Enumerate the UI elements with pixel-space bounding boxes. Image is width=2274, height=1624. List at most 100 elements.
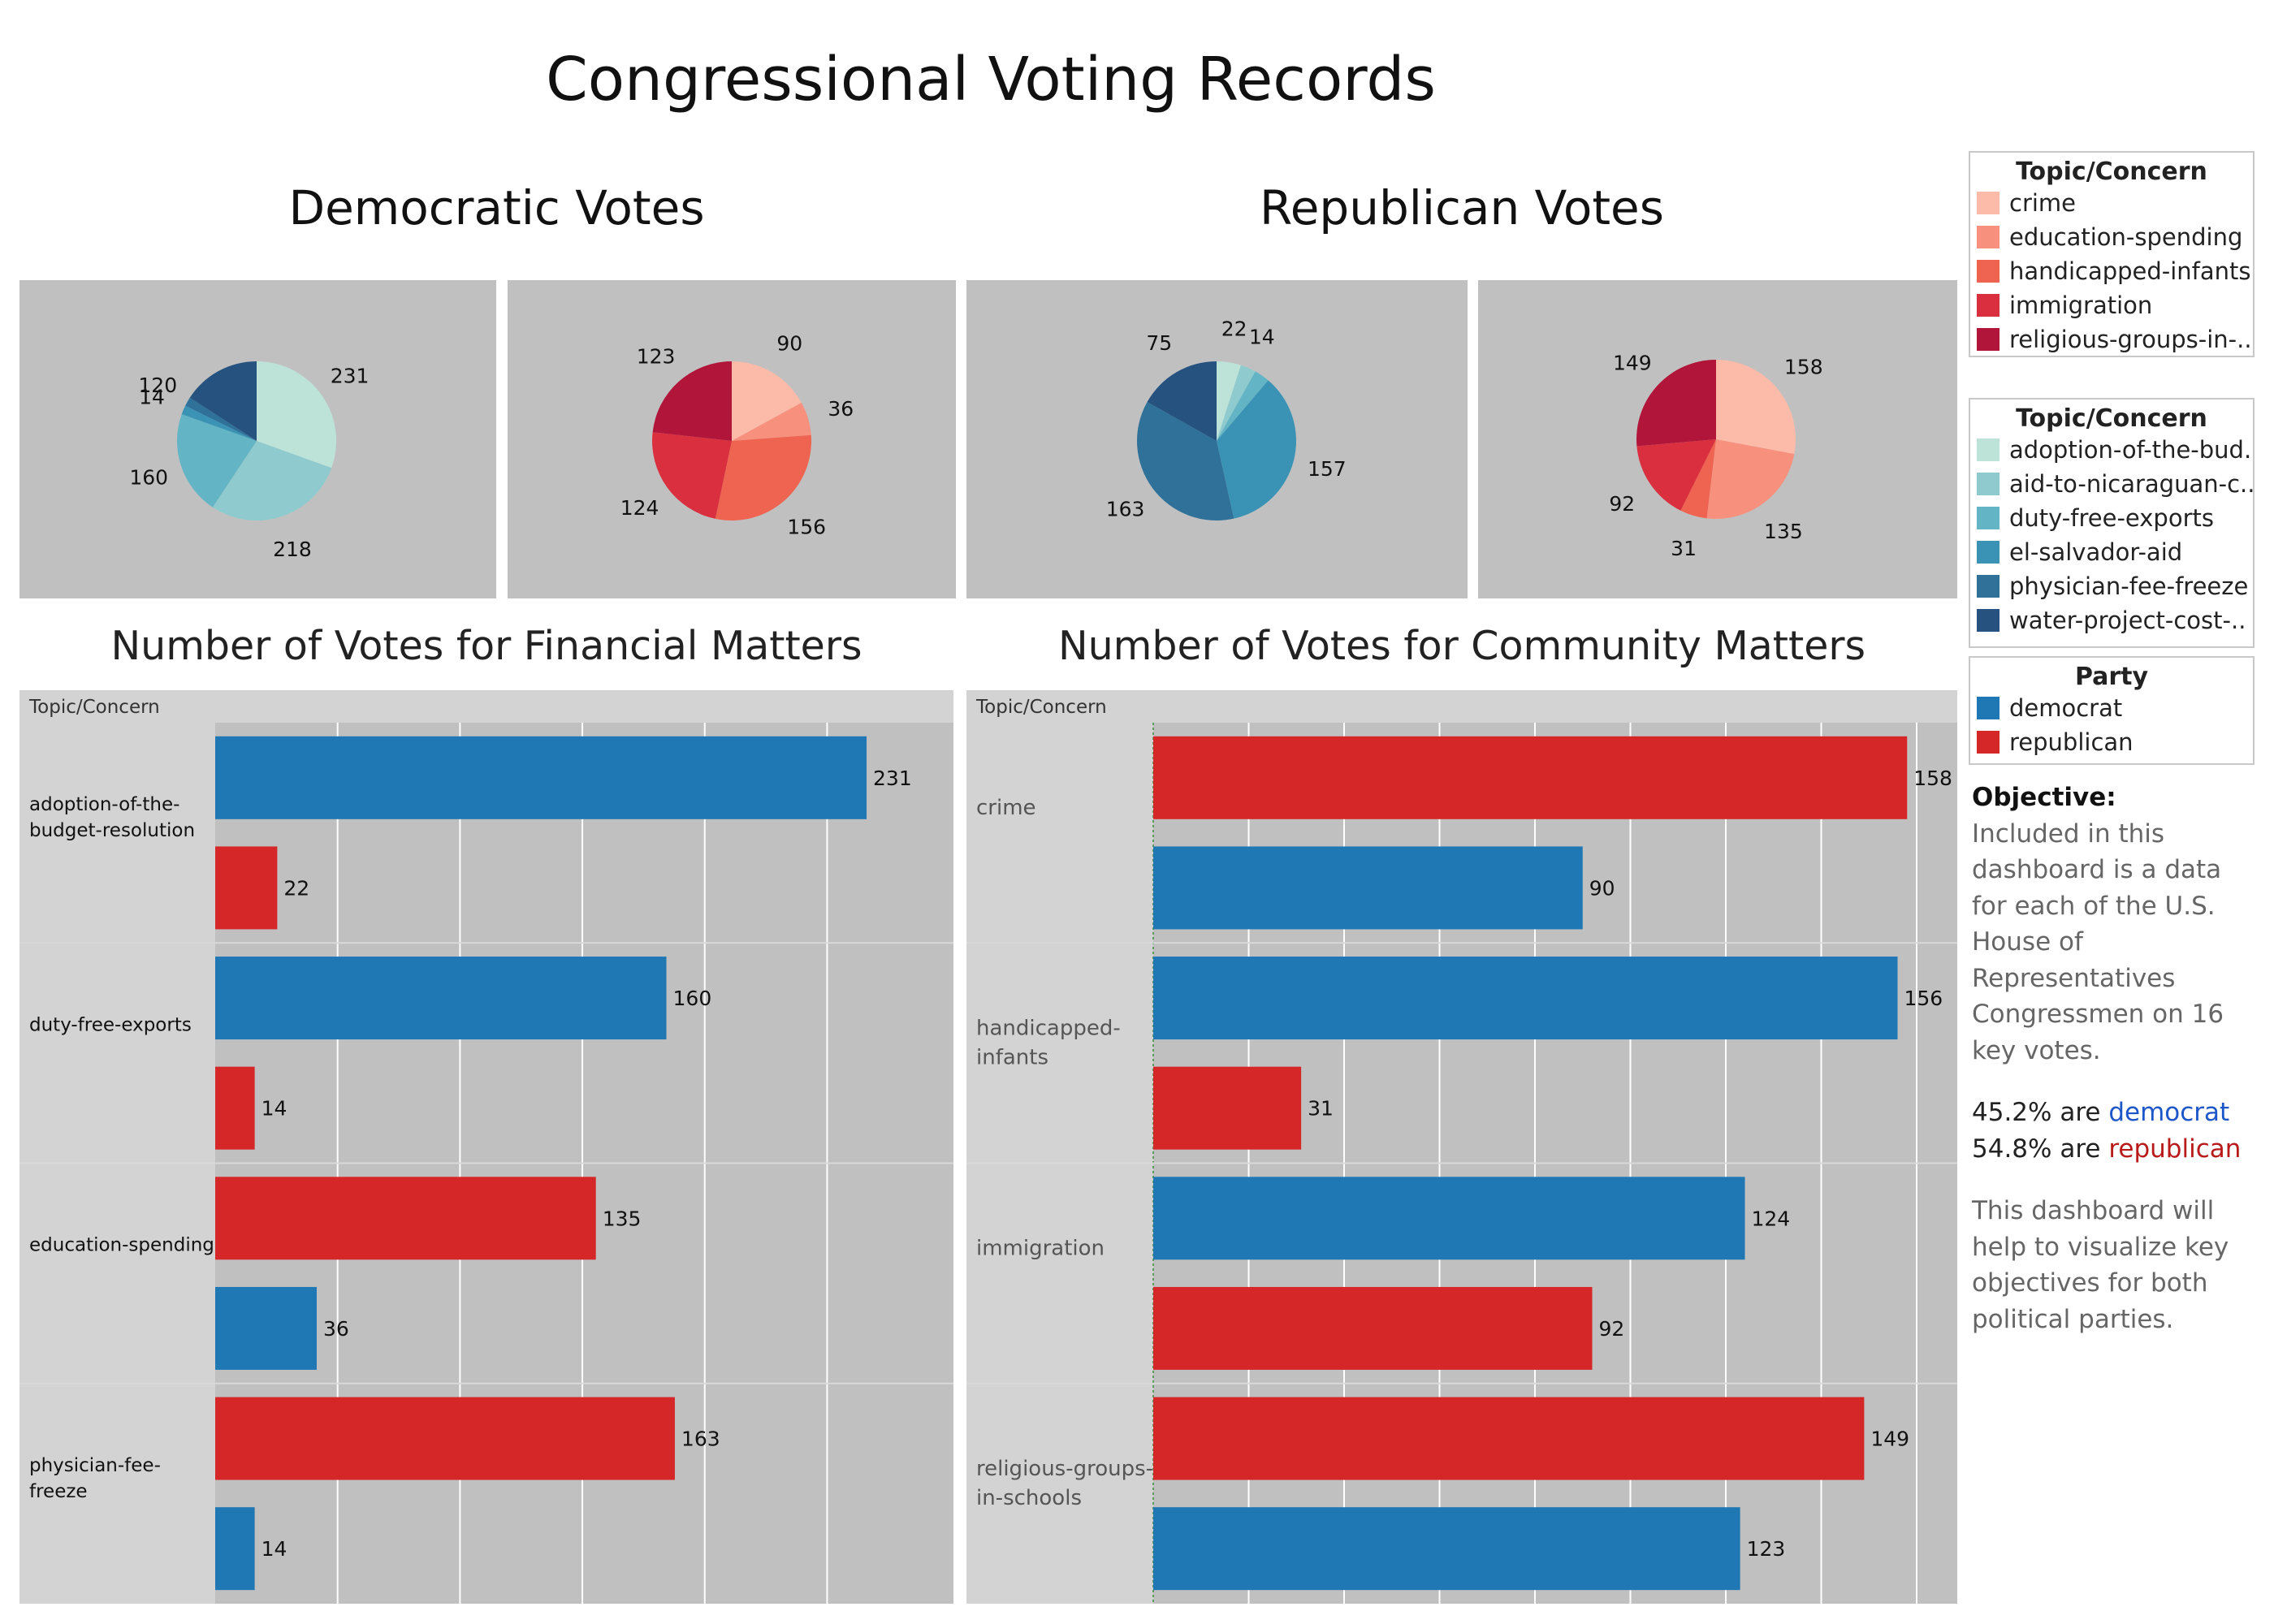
pie-slice-el-salvador-aid[interactable] <box>1217 380 1296 519</box>
legend-swatch <box>1977 541 1999 564</box>
pie-slice-religious-groups-in-schools[interactable] <box>652 361 732 441</box>
legend-item-immigration[interactable]: immigration <box>1977 288 2253 322</box>
legend-item-el-salvador-aid[interactable]: el-salvador-aid <box>1977 535 2253 569</box>
category-label: budget-resolution <box>29 820 195 841</box>
legend-swatch <box>1977 609 1999 632</box>
category-label: in-schools <box>976 1486 1082 1510</box>
legend-swatch <box>1977 507 1999 529</box>
bar-education-spending-democrat[interactable] <box>215 1286 317 1370</box>
legend-item-democrat[interactable]: democrat <box>1977 691 2253 725</box>
bar-physician-fee-freeze-republican[interactable] <box>215 1397 675 1480</box>
bar-religious-groups-in-schools-republican[interactable] <box>1153 1397 1865 1480</box>
legend-label: aid-to-nicaraguan-c.. <box>2009 470 2253 498</box>
bar-value-label: 158 <box>1913 767 1952 790</box>
legend-item-education-spending[interactable]: education-spending <box>1977 220 2253 254</box>
bar-handicapped-infants-republican[interactable] <box>1153 1066 1302 1150</box>
legend-item-aid-to-nicaraguan[interactable]: aid-to-nicaraguan-c.. <box>1977 467 2253 501</box>
legend-label: physician-fee-freeze <box>2009 572 2249 600</box>
democratic-community-pie-panel[interactable]: 90 36 156 124 123 <box>508 280 956 598</box>
bar-physician-fee-freeze-democrat[interactable] <box>215 1507 255 1591</box>
pie-slice-handicapped-infants[interactable] <box>1680 439 1716 519</box>
legend-item-religious-groups[interactable]: religious-groups-in-.. <box>1977 322 2253 356</box>
pie-slice-aid-to-nicaraguan-contras[interactable] <box>1217 365 1256 441</box>
bar-adoption-of-the-budget-resolution-democrat[interactable] <box>215 736 867 819</box>
bar-header-label: Topic/Concern <box>975 697 1107 718</box>
pie-slice-adoption-of-the-budget-resolution[interactable] <box>1217 361 1241 441</box>
bar-education-spending-republican[interactable] <box>215 1177 596 1260</box>
bar-duty-free-exports-democrat[interactable] <box>215 957 667 1040</box>
republican-pct: 54.8% <box>1972 1134 2052 1164</box>
pie-slice-handicapped-infants[interactable] <box>715 434 811 520</box>
bar-svg: Topic/Concern adoption-of-the-budget-reso… <box>19 690 953 1604</box>
pie-slice-immigration[interactable] <box>1636 439 1716 511</box>
financial-matters-bar-chart[interactable]: Topic/Concern adoption-of-the-budget-reso… <box>19 690 953 1604</box>
pie-slice-religious-groups-in-schools[interactable] <box>1636 360 1716 447</box>
pie-slice-water-project-cost-sharing[interactable] <box>1147 361 1217 441</box>
pie-label: 120 <box>138 374 177 397</box>
bar-handicapped-infants-democrat[interactable] <box>1153 957 1898 1040</box>
pie-label: 14 <box>1249 326 1275 349</box>
pie-label: 123 <box>637 345 676 369</box>
pie-slice-education-spending[interactable] <box>1706 439 1795 519</box>
pie-label: 156 <box>787 515 826 538</box>
bar-header-label: Topic/Concern <box>28 697 160 718</box>
legend-swatch <box>1977 575 1999 598</box>
party-legend: Party democrat republican <box>1969 656 2255 765</box>
pie-label: 149 <box>1613 351 1652 374</box>
bar-immigration-republican[interactable] <box>1153 1286 1593 1370</box>
pie-slice-aid-to-nicaraguan-contras[interactable] <box>212 441 332 520</box>
legend-items: crime education-spending handicapped-inf… <box>1970 186 2253 356</box>
pie-slice-adoption-of-the-budget-resolution[interactable] <box>257 361 337 469</box>
bar-religious-groups-in-schools-democrat[interactable] <box>1153 1507 1740 1591</box>
pie-slice-crime[interactable] <box>1716 360 1796 455</box>
pie-slice-physician-fee-freeze[interactable] <box>185 397 257 441</box>
legend-item-adoption-of-the-budget[interactable]: adoption-of-the-bud.. <box>1977 433 2253 467</box>
pie-slice-immigration[interactable] <box>652 432 732 519</box>
democratic-financial-pie-panel[interactable]: 231 218 160 14 120 <box>19 280 496 598</box>
bar-value-label: 14 <box>262 1537 287 1561</box>
bar-value-label: 90 <box>1589 876 1615 900</box>
legend-item-republican[interactable]: republican <box>1977 725 2253 759</box>
legend-title: Party <box>2074 663 2149 691</box>
bar-header <box>19 690 953 723</box>
pie-label: 36 <box>828 397 854 421</box>
bar-immigration-democrat[interactable] <box>1153 1177 1745 1260</box>
pie-label: 90 <box>776 332 802 356</box>
bar-duty-free-exports-republican[interactable] <box>215 1066 255 1150</box>
bar-value-label: 92 <box>1599 1317 1625 1341</box>
category-label: freeze <box>29 1481 88 1502</box>
legend-item-handicapped-infants[interactable]: handicapped-infants <box>1977 254 2253 288</box>
pie-slice-duty-free-exports[interactable] <box>1217 371 1269 441</box>
republican-percentage-line: 54.8% are republican <box>1972 1131 2256 1168</box>
legend-item-duty-free-exports[interactable]: duty-free-exports <box>1977 501 2253 535</box>
objective-description: Included in this dashboard is a data for… <box>1972 818 2224 1065</box>
pie-label: 218 <box>273 538 312 561</box>
legend-label: adoption-of-the-bud.. <box>2009 436 2253 464</box>
republican-financial-pie-panel[interactable]: 22 14 157 163 75 <box>966 280 1468 598</box>
pie-slice-water-project-cost-sharing[interactable] <box>189 361 257 441</box>
legend-swatch <box>1977 192 1999 214</box>
legend-label: water-project-cost-.. <box>2009 607 2246 634</box>
republican-votes-title: Republican Votes <box>1260 180 1664 235</box>
bar-value-label: 123 <box>1747 1537 1786 1561</box>
bar-adoption-of-the-budget-resolution-republican[interactable] <box>215 846 278 930</box>
democrat-pct: 45.2% <box>1972 1098 2052 1127</box>
pie-slice-education-spending[interactable] <box>732 402 811 441</box>
community-matters-bar-chart[interactable]: Topic/Concern crime 158 90 handicapped-infan… <box>966 690 1957 1604</box>
legend-item-water-project[interactable]: water-project-cost-.. <box>1977 603 2253 637</box>
bar-value-label: 149 <box>1870 1427 1909 1451</box>
pie-slice-duty-free-exports[interactable] <box>176 414 257 508</box>
category-label: handicapped- <box>976 1016 1121 1040</box>
legend-item-physician-fee-freeze[interactable]: physician-fee-freeze <box>1977 569 2253 603</box>
bar-crime-democrat[interactable] <box>1153 846 1583 930</box>
category-label: crime <box>976 796 1036 820</box>
legend-item-crime[interactable]: crime <box>1977 186 2253 220</box>
pie-slice-crime[interactable] <box>732 361 802 441</box>
pie-label: 124 <box>620 496 659 520</box>
pie-slice-physician-fee-freeze[interactable] <box>1137 402 1234 520</box>
bar-crime-republican[interactable] <box>1153 736 1908 819</box>
category-label: adoption-of-the- <box>29 794 179 815</box>
pie-slice-el-salvador-aid[interactable] <box>181 405 257 441</box>
republican-community-pie-panel[interactable]: 158 135 31 92 149 <box>1478 280 1957 598</box>
